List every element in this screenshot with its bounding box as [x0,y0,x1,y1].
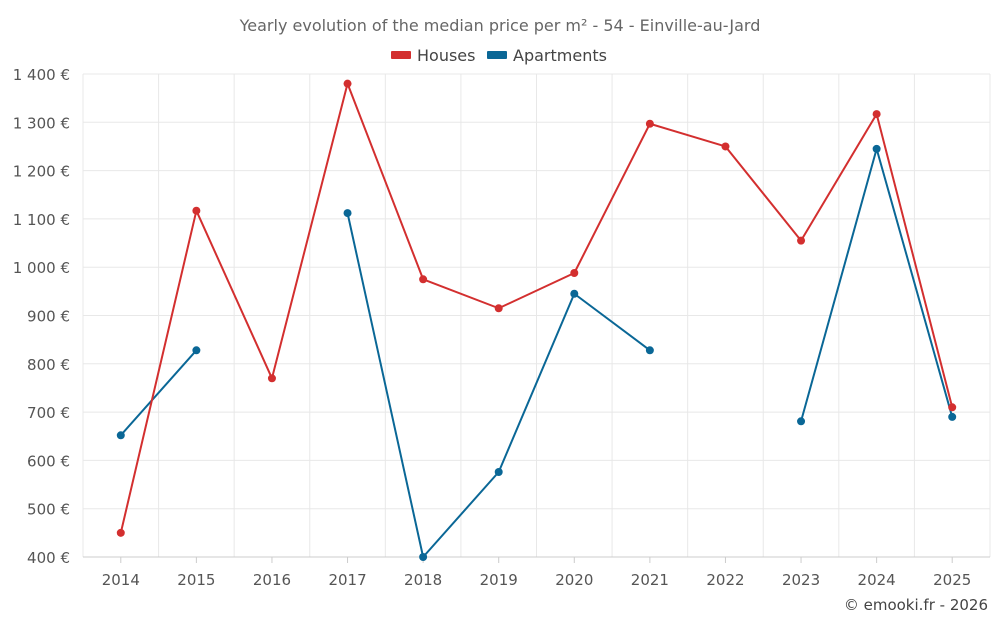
x-tick-label: 2018 [404,571,442,589]
legend-label: Apartments [513,46,607,65]
houses-point[interactable] [948,403,957,412]
houses-point[interactable] [645,119,654,128]
apartments-point[interactable] [343,209,352,218]
apartments-point[interactable] [797,417,806,426]
y-tick-label: 1 200 € [13,163,70,181]
apartments-line [800,147,954,422]
axes: 400 € 500 € 600 € 700 € 800 € 900 € 1 000 € 1 1… [13,66,990,589]
y-tick-label: 1 300 € [13,114,70,132]
apartments-line [120,349,198,436]
legend-label: Houses [417,46,475,65]
x-tick-label: 2022 [706,571,744,589]
houses-point[interactable] [267,374,276,383]
legend-swatch [487,51,507,59]
houses-point[interactable] [192,206,201,215]
apartments-line [346,212,651,558]
houses-point[interactable] [419,275,428,284]
legend-item-houses[interactable]: Houses [391,46,475,65]
chart-title: Yearly evolution of the median price per… [239,16,761,35]
legend[interactable]: Houses Apartments [391,46,607,65]
series-apartments [116,144,957,561]
houses-point[interactable] [494,304,503,313]
x-tick-label: 2014 [102,571,140,589]
y-tick-label: 900 € [27,308,70,326]
houses-point[interactable] [343,79,352,88]
y-tick-label: 800 € [27,356,70,374]
x-tick-label: 2021 [631,571,669,589]
apartments-point[interactable] [570,289,579,298]
legend-item-apartments[interactable]: Apartments [487,46,607,65]
houses-point[interactable] [721,142,730,151]
x-tick-label: 2023 [782,571,820,589]
x-tick-label: 2020 [555,571,593,589]
y-tick-label: 1 400 € [13,66,70,84]
apartments-point[interactable] [419,553,428,561]
apartments-point[interactable] [645,346,654,355]
houses-point[interactable] [570,268,579,277]
apartments-point[interactable] [116,431,125,440]
series-layer [116,79,957,561]
houses-line [119,82,954,534]
houses-point[interactable] [872,110,881,119]
y-tick-label: 700 € [27,404,70,422]
apartments-point[interactable] [494,467,503,476]
x-tick-label: 2025 [933,571,971,589]
x-tick-label: 2016 [253,571,291,589]
apartments-point[interactable] [948,412,957,421]
legend-swatch [391,51,411,59]
x-tick-label: 2017 [328,571,366,589]
y-tick-label: 1 000 € [13,259,70,277]
houses-point[interactable] [797,236,806,245]
y-tick-label: 500 € [27,501,70,519]
series-houses [116,79,957,537]
apartments-point[interactable] [192,346,201,355]
copyright-text: © emooki.fr - 2026 [844,596,988,614]
y-tick-label: 400 € [27,549,70,567]
y-tick-label: 600 € [27,452,70,470]
apartments-point[interactable] [872,144,881,153]
x-tick-label: 2019 [480,571,518,589]
x-tick-label: 2024 [858,571,896,589]
houses-point[interactable] [116,528,125,537]
x-tick-label: 2015 [177,571,215,589]
grid [82,73,991,558]
y-tick-label: 1 100 € [13,211,70,229]
